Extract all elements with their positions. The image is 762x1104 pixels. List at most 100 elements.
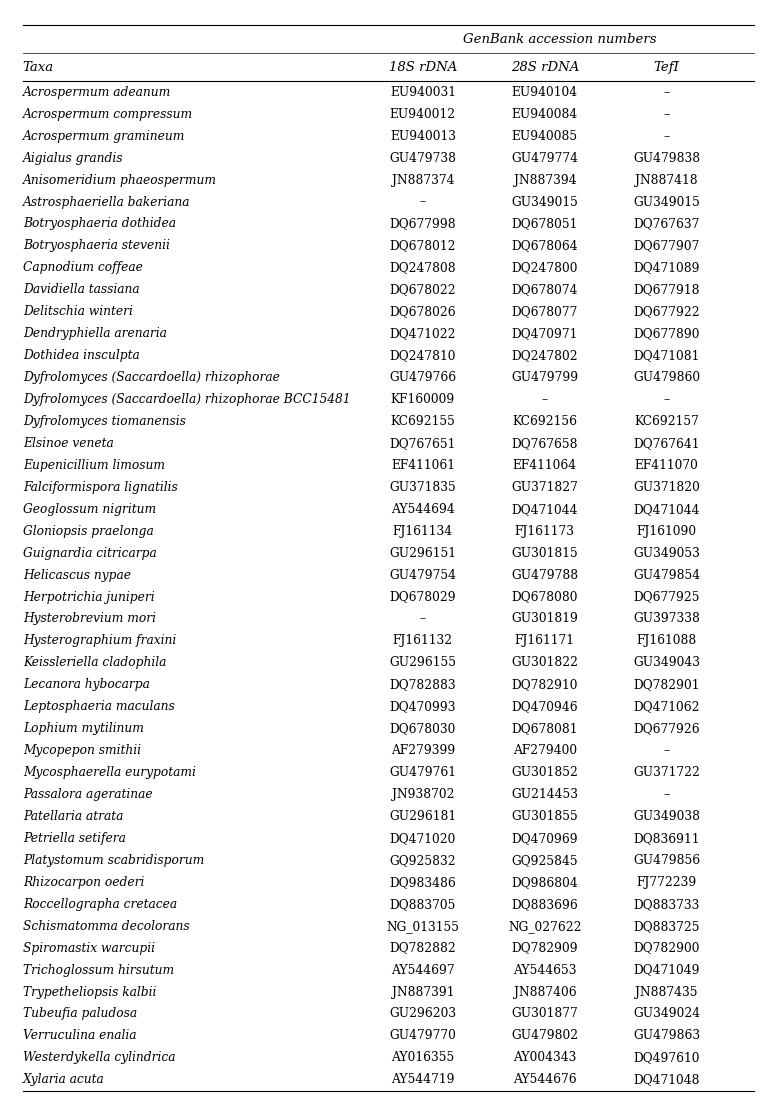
Text: Dyfrolomyces (Saccardoella) rhizophorae: Dyfrolomyces (Saccardoella) rhizophorae [23, 371, 280, 384]
Text: DQ767641: DQ767641 [633, 437, 700, 450]
Text: AF279400: AF279400 [513, 744, 577, 757]
Text: GU296203: GU296203 [389, 1008, 456, 1020]
Text: FJ161134: FJ161134 [393, 524, 453, 538]
Text: DQ678026: DQ678026 [389, 306, 456, 318]
Text: EF411061: EF411061 [391, 459, 455, 471]
Text: DQ678081: DQ678081 [511, 722, 578, 735]
Text: Passalora ageratinae: Passalora ageratinae [23, 788, 152, 802]
Text: DQ767637: DQ767637 [633, 217, 700, 231]
Text: Guignardia citricarpa: Guignardia citricarpa [23, 546, 157, 560]
Text: DQ678051: DQ678051 [511, 217, 578, 231]
Text: –: – [664, 393, 670, 406]
Text: AY016355: AY016355 [391, 1051, 455, 1064]
Text: GQ925832: GQ925832 [389, 853, 456, 867]
Text: –: – [420, 613, 426, 626]
Text: GU479799: GU479799 [511, 371, 578, 384]
Text: DQ677890: DQ677890 [633, 327, 700, 340]
Text: GU301877: GU301877 [511, 1008, 578, 1020]
Text: Lophium mytilinum: Lophium mytilinum [23, 722, 144, 735]
Text: Westerdykella cylindrica: Westerdykella cylindrica [23, 1051, 175, 1064]
Text: GU349015: GU349015 [633, 195, 700, 209]
Text: Platystomum scabridisporum: Platystomum scabridisporum [23, 853, 204, 867]
Text: JN938702: JN938702 [392, 788, 454, 802]
Text: GU479854: GU479854 [633, 569, 700, 582]
Text: GU479761: GU479761 [389, 766, 456, 779]
Text: Acrospermum adeanum: Acrospermum adeanum [23, 86, 171, 99]
Text: GU479863: GU479863 [633, 1029, 700, 1042]
Text: Patellaria atrata: Patellaria atrata [23, 810, 123, 822]
Text: AY544676: AY544676 [513, 1073, 577, 1086]
Text: DQ767651: DQ767651 [389, 437, 456, 450]
Text: DQ677925: DQ677925 [633, 591, 700, 604]
Text: DQ471049: DQ471049 [633, 964, 700, 977]
Text: DQ471022: DQ471022 [389, 327, 456, 340]
Text: DQ677907: DQ677907 [633, 240, 700, 253]
Text: EU940084: EU940084 [512, 108, 578, 120]
Text: Tubeufia paludosa: Tubeufia paludosa [23, 1008, 137, 1020]
Text: DQ986804: DQ986804 [511, 875, 578, 889]
Text: KC692157: KC692157 [634, 415, 700, 428]
Text: DQ782900: DQ782900 [633, 942, 700, 955]
Text: Aigialus grandis: Aigialus grandis [23, 151, 123, 164]
Text: JN887391: JN887391 [392, 986, 454, 998]
Text: FJ161090: FJ161090 [637, 524, 696, 538]
Text: TefI: TefI [654, 61, 680, 74]
Text: DQ677918: DQ677918 [633, 284, 700, 296]
Text: DQ471044: DQ471044 [511, 502, 578, 516]
Text: Rhizocarpon oederi: Rhizocarpon oederi [23, 875, 144, 889]
Text: Dyfrolomyces tiomanensis: Dyfrolomyces tiomanensis [23, 415, 186, 428]
Text: GU479766: GU479766 [389, 371, 456, 384]
Text: Elsinoe veneta: Elsinoe veneta [23, 437, 114, 450]
Text: GU301815: GU301815 [511, 546, 578, 560]
Text: GU479838: GU479838 [633, 151, 700, 164]
Text: Falciformispora lignatilis: Falciformispora lignatilis [23, 481, 178, 493]
Text: DQ470993: DQ470993 [389, 700, 456, 713]
Text: DQ247800: DQ247800 [511, 262, 578, 275]
Text: GU349043: GU349043 [633, 657, 700, 669]
Text: DQ983486: DQ983486 [389, 875, 456, 889]
Text: Roccellographa cretacea: Roccellographa cretacea [23, 898, 177, 911]
Text: GU349015: GU349015 [511, 195, 578, 209]
Text: EU940013: EU940013 [390, 129, 456, 142]
Text: AY004343: AY004343 [513, 1051, 577, 1064]
Text: AY544653: AY544653 [513, 964, 577, 977]
Text: Gloniopsis praelonga: Gloniopsis praelonga [23, 524, 154, 538]
Text: DQ883696: DQ883696 [511, 898, 578, 911]
Text: AF279399: AF279399 [391, 744, 455, 757]
Text: DQ678012: DQ678012 [389, 240, 456, 253]
Text: NG_027622: NG_027622 [508, 920, 581, 933]
Text: Dyfrolomyces (Saccardoella) rhizophorae BCC15481: Dyfrolomyces (Saccardoella) rhizophorae … [23, 393, 351, 406]
Text: Eupenicillium limosum: Eupenicillium limosum [23, 459, 165, 471]
Text: GU296181: GU296181 [389, 810, 456, 822]
Text: Dothidea insculpta: Dothidea insculpta [23, 349, 139, 362]
Text: GU479788: GU479788 [511, 569, 578, 582]
Text: Keissleriella cladophila: Keissleriella cladophila [23, 657, 166, 669]
Text: DQ883733: DQ883733 [633, 898, 700, 911]
Text: Trichoglossum hirsutum: Trichoglossum hirsutum [23, 964, 174, 977]
Text: DQ470946: DQ470946 [511, 700, 578, 713]
Text: DQ678077: DQ678077 [511, 306, 578, 318]
Text: JN887418: JN887418 [636, 173, 698, 187]
Text: DQ883705: DQ883705 [389, 898, 456, 911]
Text: Leptosphaeria maculans: Leptosphaeria maculans [23, 700, 174, 713]
Text: JN887374: JN887374 [392, 173, 454, 187]
Text: DQ883725: DQ883725 [633, 920, 700, 933]
Text: Dendryphiella arenaria: Dendryphiella arenaria [23, 327, 167, 340]
Text: Botryosphaeria dothidea: Botryosphaeria dothidea [23, 217, 176, 231]
Text: Helicascus nypae: Helicascus nypae [23, 569, 131, 582]
Text: DQ247808: DQ247808 [389, 262, 456, 275]
Text: –: – [664, 108, 670, 120]
Text: DQ678080: DQ678080 [511, 591, 578, 604]
Text: GU296151: GU296151 [389, 546, 456, 560]
Text: GU349053: GU349053 [633, 546, 700, 560]
Text: Botryosphaeria stevenii: Botryosphaeria stevenii [23, 240, 170, 253]
Text: DQ782909: DQ782909 [511, 942, 578, 955]
Text: GU296155: GU296155 [389, 657, 456, 669]
Text: DQ677998: DQ677998 [389, 217, 456, 231]
Text: EU940031: EU940031 [390, 86, 456, 99]
Text: GU479770: GU479770 [389, 1029, 456, 1042]
Text: DQ677926: DQ677926 [633, 722, 700, 735]
Text: FJ161088: FJ161088 [636, 635, 697, 647]
Text: KF160009: KF160009 [391, 393, 455, 406]
Text: DQ677922: DQ677922 [633, 306, 700, 318]
